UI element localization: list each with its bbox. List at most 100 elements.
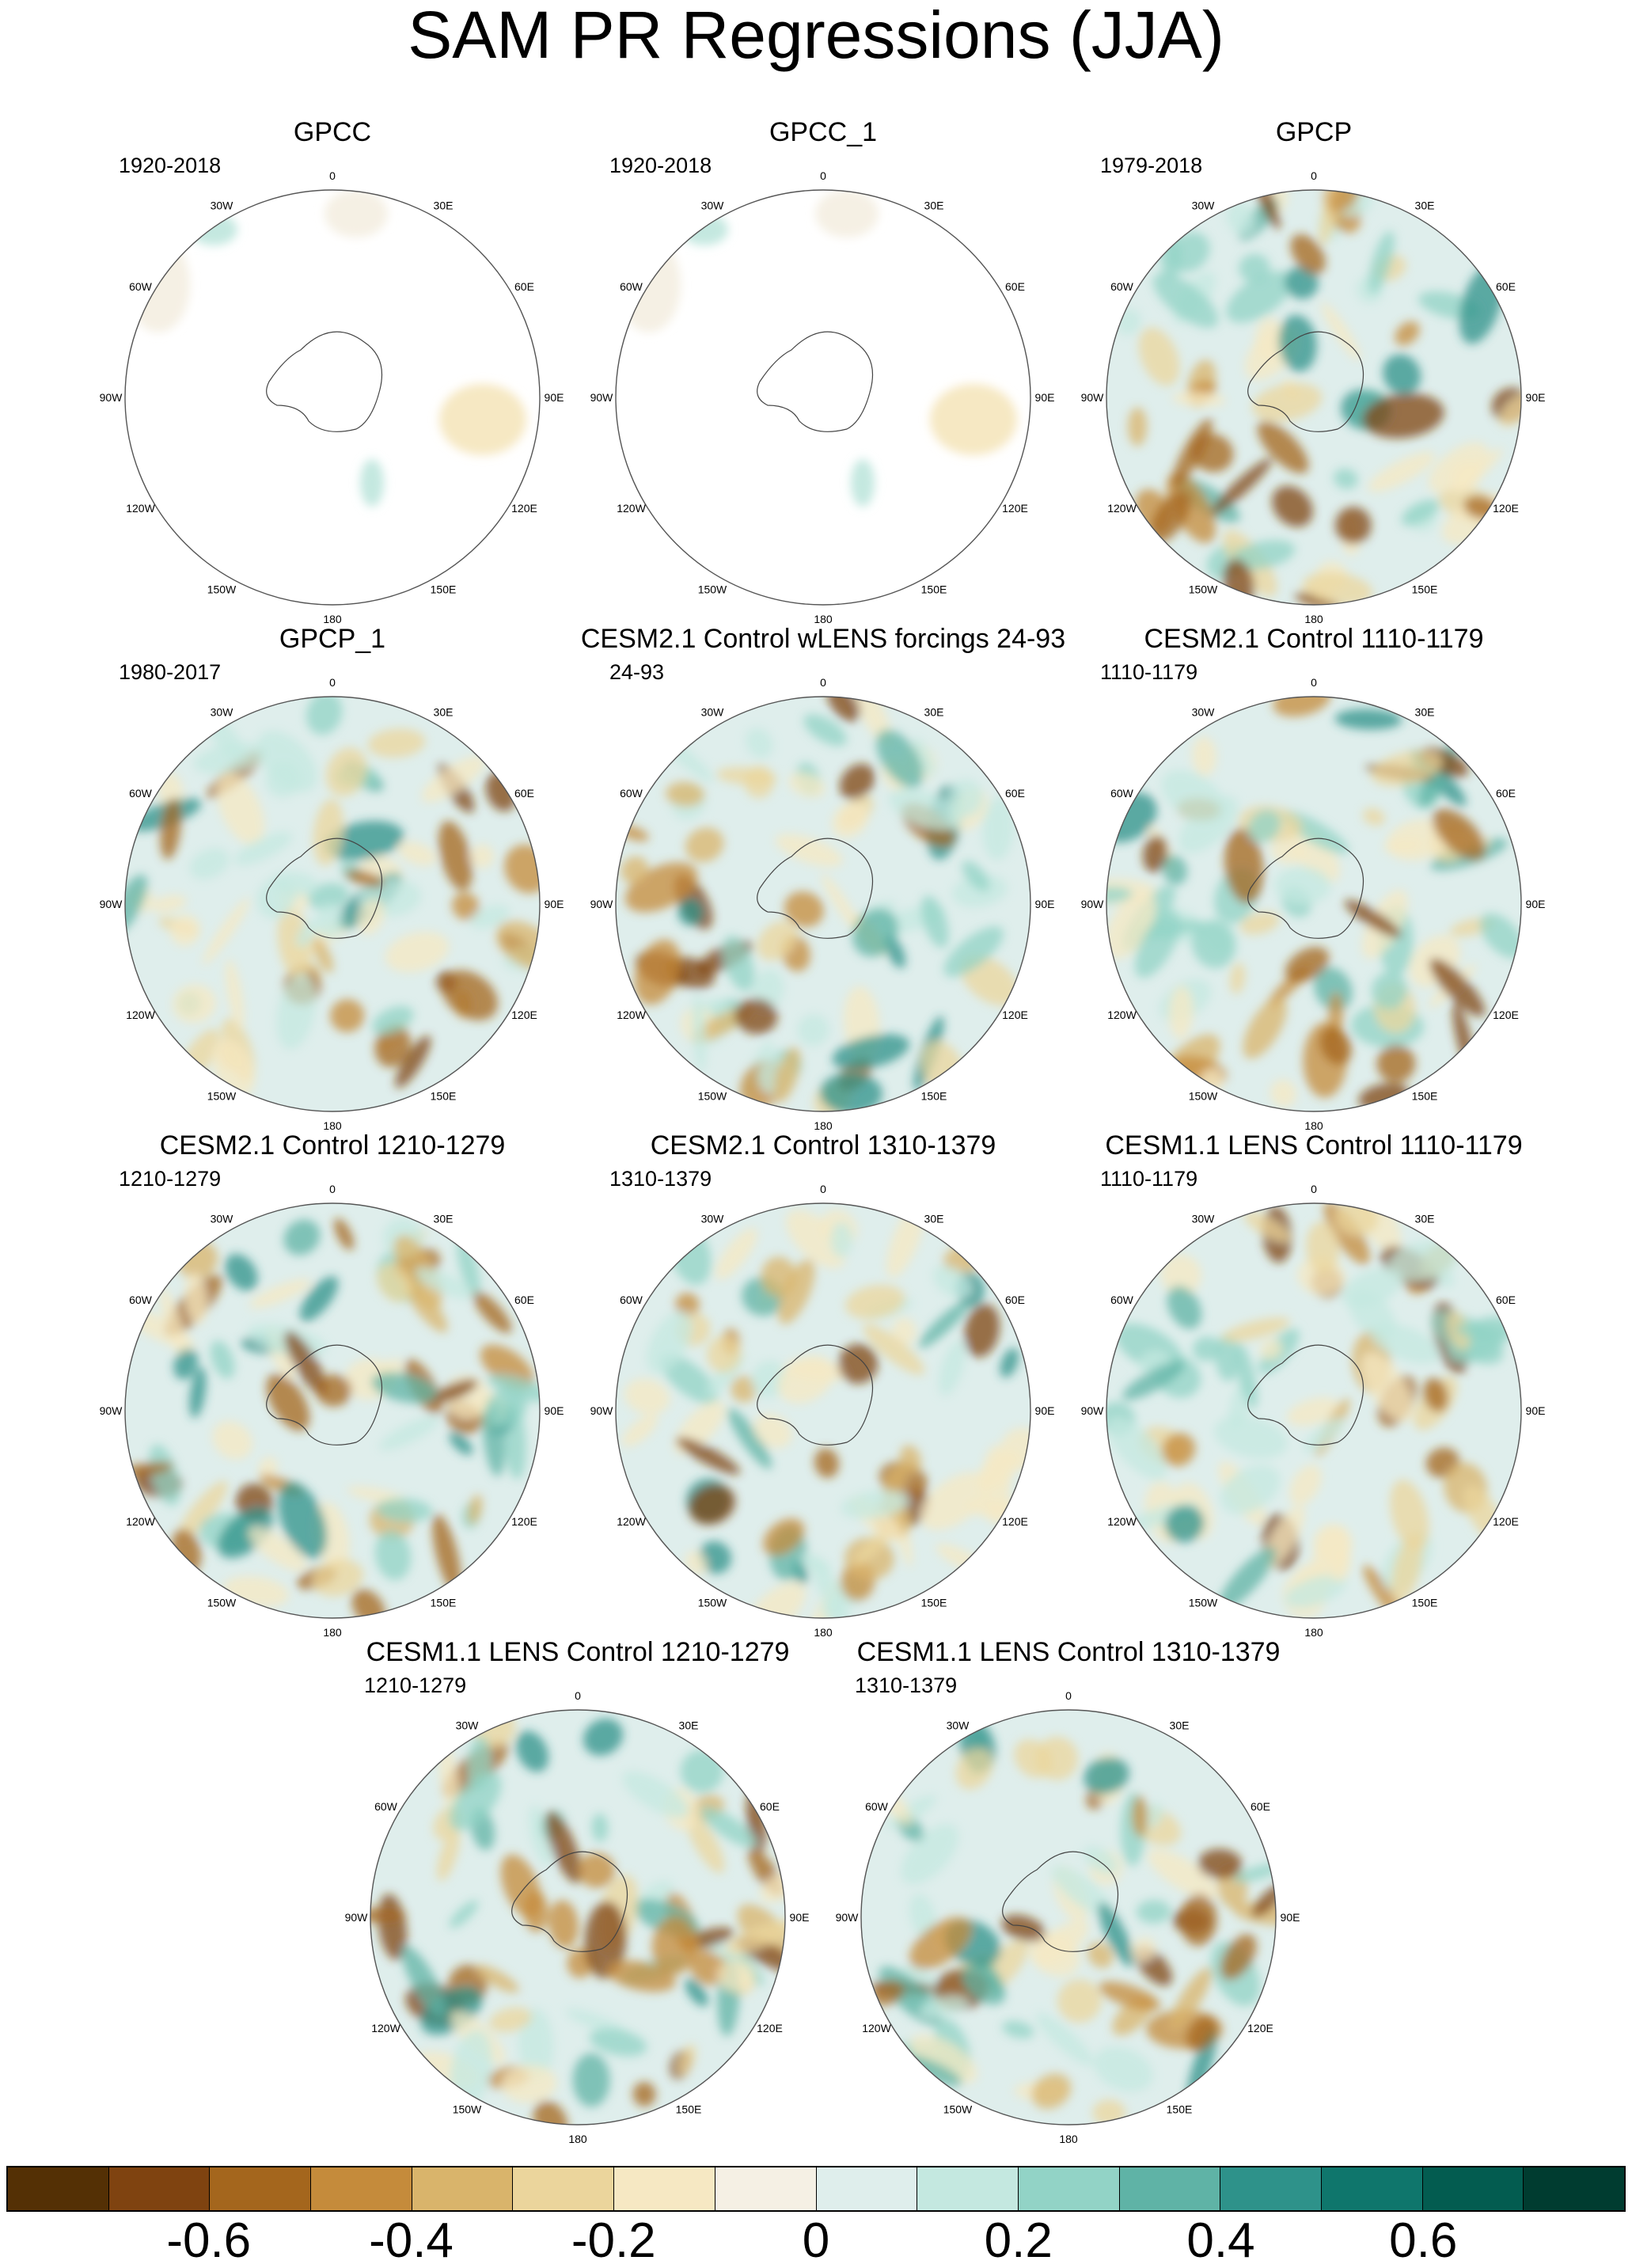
precip-field (1106, 190, 1521, 605)
precip-anomaly-blob (845, 1285, 905, 1320)
precip-anomaly-blob (1230, 540, 1296, 570)
precip-anomaly-blob (501, 2065, 557, 2103)
map-boundary (860, 1709, 1277, 2126)
precip-anomaly-blob (1285, 947, 1330, 983)
longitude-label: 150W (453, 2103, 482, 2115)
land-precip-patch (930, 384, 1017, 455)
panel-title: GPCC (293, 117, 372, 147)
precip-anomaly-blob (449, 1772, 502, 1831)
longitude-label: 60E (514, 280, 534, 293)
polar-stereographic-map: 0 30E 60E 90E 120E 150E 180 150W 120W 90W 60W 30W (836, 1689, 1300, 2145)
precip-anomaly-blob (330, 999, 365, 1033)
precip-anomaly-blob (1251, 1883, 1276, 1917)
precip-anomaly-blob (876, 729, 924, 788)
precip-anomaly-blob (449, 1431, 473, 1456)
precip-anomaly-blob (889, 788, 962, 830)
map-panel: CESM2.1 Control 1110-1179 1110-1179 0 30E 60… (1068, 625, 1559, 1132)
longitude-label: 150W (207, 1596, 237, 1609)
precip-anomaly-blob (1239, 911, 1280, 935)
precip-anomaly-blob (1197, 1848, 1243, 1879)
longitude-label: 90W (1081, 391, 1105, 404)
longitude-label: 30W (701, 1213, 725, 1225)
antarctica-coastline (757, 838, 874, 939)
panel-title: GPCC_1 (769, 117, 878, 147)
longitude-label: 0 (820, 169, 826, 182)
antarctica-coastline (511, 1851, 628, 1952)
longitude-label: 120W (1107, 502, 1137, 515)
precip-anomaly-blob (797, 1014, 829, 1047)
precip-anomaly-blob (377, 1498, 433, 1523)
precip-anomaly-blob (225, 1253, 258, 1291)
precip-anomaly-blob (727, 1408, 772, 1469)
precip-anomaly-blob (685, 1813, 725, 1874)
precip-anomaly-blob (1014, 1739, 1053, 1778)
longitude-label: 90W (100, 391, 123, 404)
precip-anomaly-blob (374, 1529, 412, 1581)
precip-anomaly-blob (1224, 828, 1264, 904)
precip-anomaly-blob (370, 1908, 407, 1923)
precip-anomaly-blob (1368, 230, 1395, 294)
longitude-label: 120E (757, 2022, 783, 2034)
precip-anomaly-blob (1243, 1211, 1291, 1242)
precip-anomaly-blob (1134, 910, 1181, 978)
precip-anomaly-blob (632, 2081, 656, 2107)
precip-anomaly-blob (473, 1291, 512, 1334)
precip-anomaly-blob (1171, 391, 1226, 407)
longitude-label: 0 (820, 676, 826, 689)
longitude-label: 30E (1415, 706, 1435, 719)
precip-anomaly-blob (1138, 327, 1180, 386)
longitude-label: 60E (1496, 280, 1516, 293)
precip-anomaly-blob (1274, 867, 1331, 905)
precip-anomaly-blob (891, 1317, 917, 1346)
precip-anomaly-blob (1361, 1352, 1414, 1422)
precip-anomaly-blob (1387, 1240, 1459, 1282)
precip-anomaly-blob (1251, 190, 1281, 230)
longitude-label: 90E (1281, 1911, 1300, 1924)
longitude-label: 120E (1002, 1515, 1028, 1528)
precip-anomaly-blob (312, 1559, 364, 1597)
longitude-label: 90W (1081, 1404, 1105, 1417)
precip-anomaly-blob (189, 848, 230, 879)
longitude-label: 60W (129, 280, 153, 293)
longitude-label: 30W (211, 199, 234, 212)
longitude-label: 30E (434, 199, 454, 212)
longitude-label: 0 (1311, 169, 1317, 182)
longitude-label: 60E (1251, 1800, 1270, 1813)
precip-anomaly-blob (1368, 451, 1436, 492)
longitude-label: 180 (323, 613, 342, 625)
colorbar-swatch (715, 2167, 817, 2210)
precip-anomaly-blob (1221, 1317, 1290, 1342)
precip-anomaly-blob (395, 1035, 431, 1088)
precip-anomaly-blob (1057, 1979, 1102, 2023)
precip-anomaly-blob (1232, 1901, 1276, 1926)
colorbar-tick-label: 0.4 (1186, 2213, 1255, 2268)
precip-anomaly-blob (1362, 807, 1386, 826)
precip-anomaly-blob (689, 1484, 736, 1525)
precip-anomaly-blob (438, 821, 473, 891)
longitude-label: 90W (100, 1404, 123, 1417)
longitude-label: 180 (1304, 613, 1323, 625)
longitude-label: 120E (1493, 1515, 1519, 1528)
precip-anomaly-blob (1454, 448, 1503, 494)
precip-anomaly-blob (1190, 433, 1234, 473)
precip-anomaly-blob (746, 1582, 806, 1618)
longitude-label: 120E (1493, 502, 1519, 515)
precip-anomaly-blob (715, 1228, 757, 1280)
precip-anomaly-blob (951, 874, 1008, 908)
longitude-label: 60W (374, 1800, 398, 1813)
precip-anomaly-blob (377, 1263, 412, 1302)
longitude-label: 180 (568, 2133, 587, 2145)
longitude-label: 90W (590, 391, 614, 404)
precip-anomaly-blob (1180, 1894, 1217, 1947)
precip-anomaly-blob (675, 1293, 700, 1317)
precip-anomaly-blob (1287, 821, 1340, 883)
precip-anomaly-blob (212, 1421, 253, 1460)
precip-anomaly-blob (676, 1437, 741, 1475)
precip-anomaly-blob (909, 2034, 977, 2084)
precip-anomaly-blob (700, 1806, 757, 1848)
precip-anomaly-blob (651, 1916, 696, 1975)
precip-anomaly-blob (1480, 913, 1521, 959)
precip-anomaly-blob (1166, 473, 1216, 544)
precip-anomaly-blob (920, 1472, 989, 1530)
precip-anomaly-blob (1290, 234, 1326, 275)
